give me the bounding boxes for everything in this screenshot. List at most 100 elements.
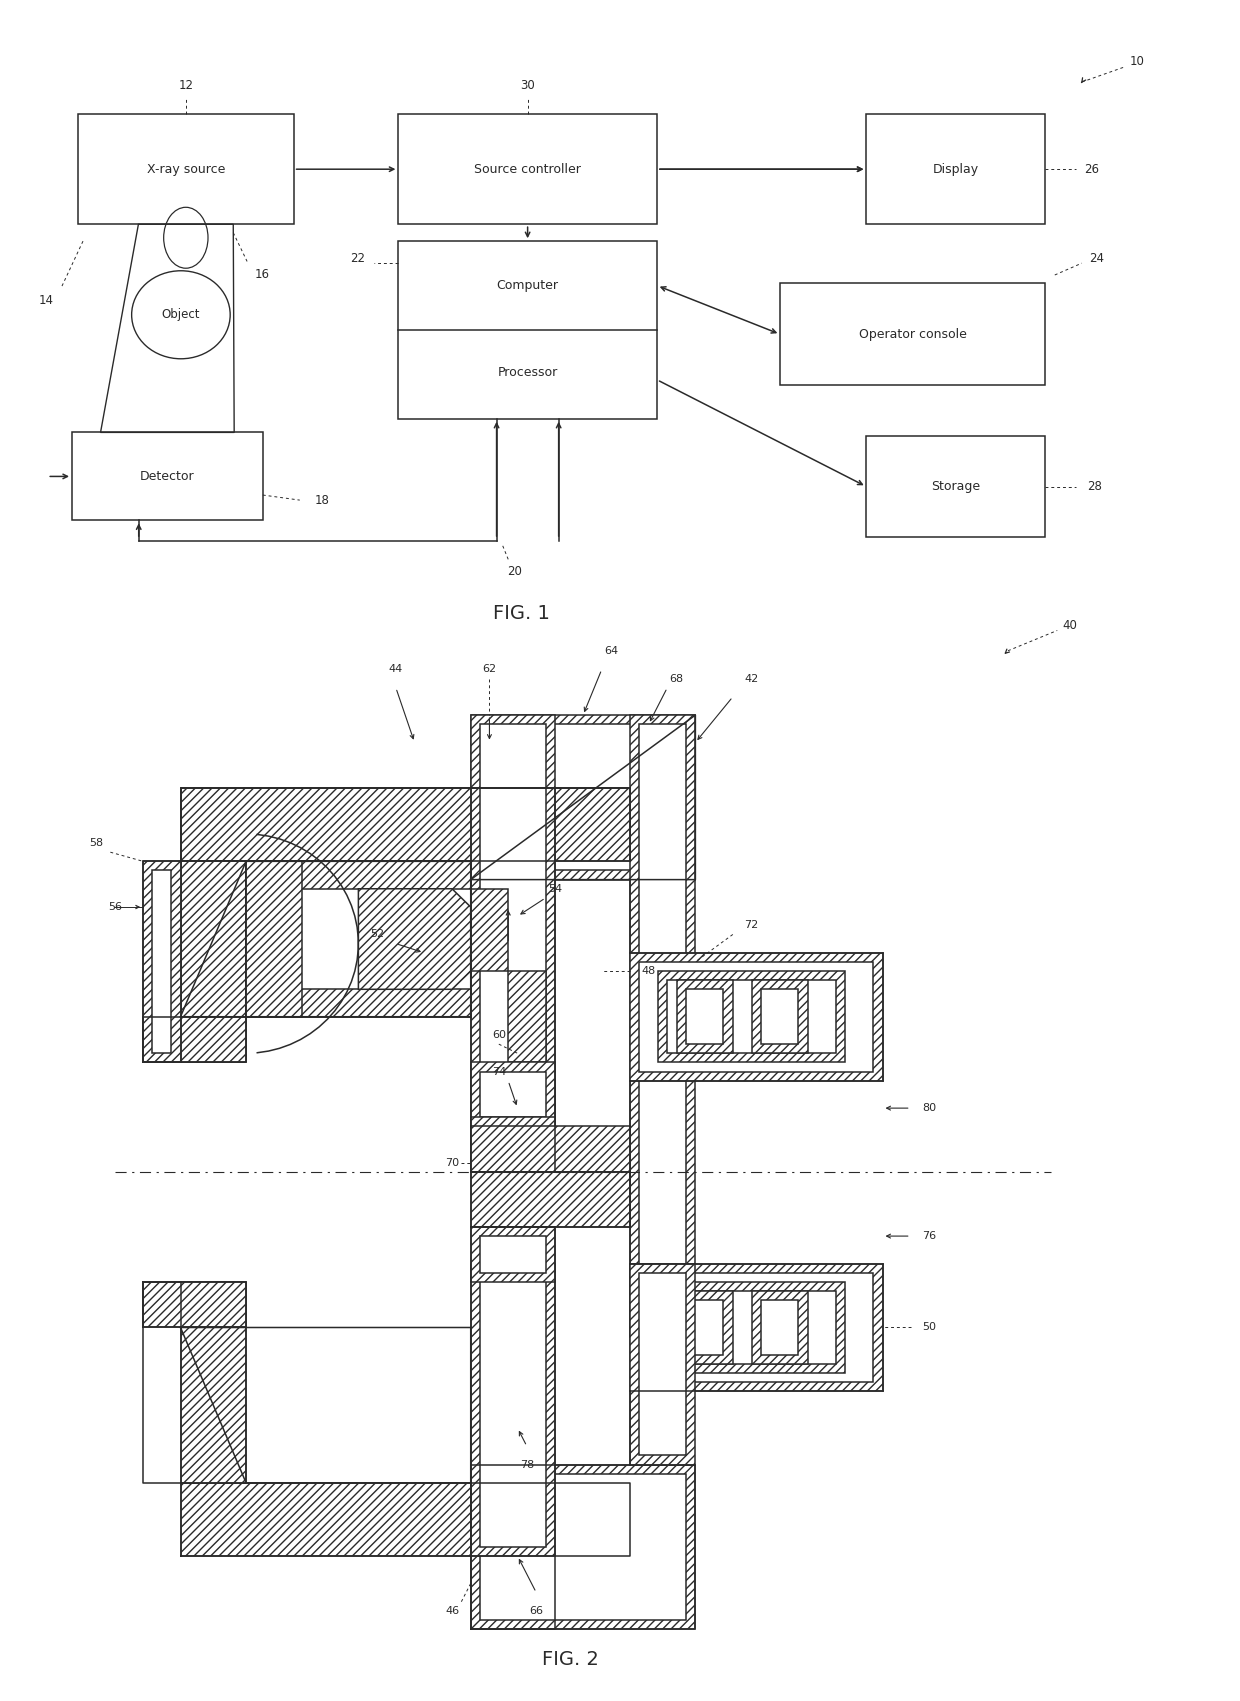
Text: 80: 80 xyxy=(923,1104,936,1112)
Text: Display: Display xyxy=(932,163,978,175)
Polygon shape xyxy=(686,1300,723,1356)
Text: X-ray source: X-ray source xyxy=(146,163,224,175)
Polygon shape xyxy=(677,1291,733,1364)
Text: 50: 50 xyxy=(923,1322,936,1332)
Text: 72: 72 xyxy=(744,920,759,930)
Text: Operator console: Operator console xyxy=(858,328,966,340)
Text: 24: 24 xyxy=(1089,252,1104,265)
Polygon shape xyxy=(658,971,846,1063)
Polygon shape xyxy=(358,888,471,990)
Text: 64: 64 xyxy=(604,646,619,657)
Text: 74: 74 xyxy=(492,1067,506,1077)
Polygon shape xyxy=(153,871,171,1053)
Text: 54: 54 xyxy=(548,885,562,893)
Text: 22: 22 xyxy=(350,252,365,265)
Polygon shape xyxy=(667,1291,836,1364)
Polygon shape xyxy=(667,980,836,1053)
Text: 52: 52 xyxy=(370,929,384,939)
Bar xyxy=(780,284,1045,384)
Text: Processor: Processor xyxy=(497,366,558,379)
Bar xyxy=(867,114,1045,225)
Polygon shape xyxy=(471,714,556,1172)
Polygon shape xyxy=(471,1465,696,1630)
Polygon shape xyxy=(508,971,546,1063)
Text: Storage: Storage xyxy=(931,480,980,493)
Polygon shape xyxy=(246,861,471,888)
Text: 76: 76 xyxy=(923,1232,936,1242)
Polygon shape xyxy=(480,1272,546,1546)
Text: 60: 60 xyxy=(492,1031,506,1039)
Text: 68: 68 xyxy=(670,674,683,684)
Polygon shape xyxy=(246,861,471,1017)
Bar xyxy=(398,114,657,225)
Polygon shape xyxy=(630,1264,696,1465)
Polygon shape xyxy=(639,725,686,1327)
Polygon shape xyxy=(480,725,686,871)
Text: FIG. 1: FIG. 1 xyxy=(494,604,549,623)
Polygon shape xyxy=(246,990,471,1017)
Text: 58: 58 xyxy=(89,839,103,849)
Text: Detector: Detector xyxy=(140,469,195,483)
Polygon shape xyxy=(143,1017,246,1063)
Text: 40: 40 xyxy=(1063,619,1078,631)
Polygon shape xyxy=(639,1272,686,1456)
Polygon shape xyxy=(751,980,807,1053)
Polygon shape xyxy=(480,1473,686,1619)
Polygon shape xyxy=(246,871,471,1007)
Text: 70: 70 xyxy=(445,1158,459,1169)
Polygon shape xyxy=(471,1126,630,1172)
Bar xyxy=(72,432,263,521)
Text: 56: 56 xyxy=(108,902,122,912)
Polygon shape xyxy=(630,953,883,1080)
Bar xyxy=(398,242,657,418)
Polygon shape xyxy=(246,861,303,1017)
Text: 48: 48 xyxy=(641,966,656,976)
Text: 78: 78 xyxy=(520,1459,534,1470)
Polygon shape xyxy=(471,1118,556,1172)
Text: 10: 10 xyxy=(1130,54,1145,68)
Text: 42: 42 xyxy=(744,674,759,684)
Polygon shape xyxy=(181,861,246,1063)
Text: 16: 16 xyxy=(254,269,269,281)
Polygon shape xyxy=(471,1063,556,1126)
Text: FIG. 2: FIG. 2 xyxy=(542,1650,599,1669)
Text: 12: 12 xyxy=(179,78,193,92)
Polygon shape xyxy=(639,1272,873,1383)
Polygon shape xyxy=(480,1237,546,1272)
Polygon shape xyxy=(181,1283,246,1483)
Polygon shape xyxy=(143,861,181,1063)
Text: Source controller: Source controller xyxy=(474,163,582,175)
Polygon shape xyxy=(761,1300,799,1356)
Polygon shape xyxy=(677,980,733,1053)
Polygon shape xyxy=(480,725,546,1163)
Text: 28: 28 xyxy=(1086,480,1101,493)
Polygon shape xyxy=(471,1172,630,1226)
Polygon shape xyxy=(630,714,696,1337)
Polygon shape xyxy=(761,990,799,1044)
Polygon shape xyxy=(471,1226,556,1283)
Text: 44: 44 xyxy=(388,665,403,674)
Text: Object: Object xyxy=(161,308,200,321)
Polygon shape xyxy=(658,1283,846,1373)
Polygon shape xyxy=(143,1283,246,1327)
Text: 18: 18 xyxy=(315,493,330,507)
Bar xyxy=(867,435,1045,538)
Text: 26: 26 xyxy=(1084,163,1099,175)
Polygon shape xyxy=(630,1264,883,1391)
Text: Computer: Computer xyxy=(497,279,559,293)
Polygon shape xyxy=(471,714,696,879)
Text: 46: 46 xyxy=(445,1606,459,1616)
Bar xyxy=(78,114,294,225)
Polygon shape xyxy=(751,1291,807,1364)
Polygon shape xyxy=(686,990,723,1044)
Polygon shape xyxy=(639,961,873,1072)
Polygon shape xyxy=(181,1483,630,1556)
Text: 62: 62 xyxy=(482,665,496,674)
Polygon shape xyxy=(181,788,630,861)
Polygon shape xyxy=(471,1264,556,1556)
Text: 20: 20 xyxy=(507,565,522,578)
Polygon shape xyxy=(471,888,508,971)
Text: 30: 30 xyxy=(521,78,534,92)
Text: 66: 66 xyxy=(529,1606,543,1616)
Text: 14: 14 xyxy=(38,294,53,306)
